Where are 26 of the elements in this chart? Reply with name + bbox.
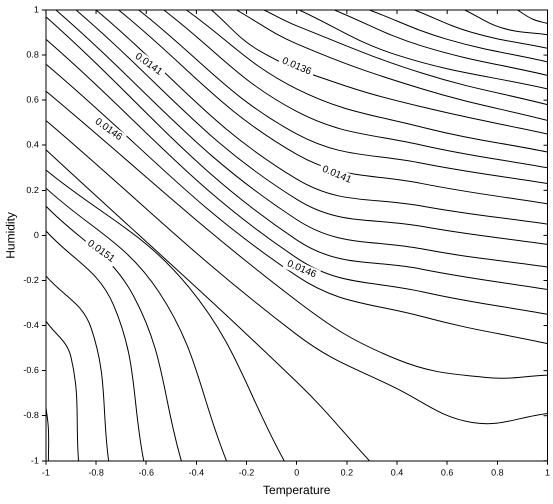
y-axis-title: Humidity	[4, 212, 18, 259]
y-tick-label: -0.2	[23, 274, 39, 285]
annotation: 0.0136	[280, 56, 314, 78]
y-tick-label: 0.2	[26, 184, 39, 195]
y-tick-label: 0.6	[26, 94, 39, 105]
x-axis-title: Temperature	[263, 483, 331, 498]
y-tick-label: -0.6	[23, 365, 39, 376]
x-tick-label: -0.4	[188, 468, 204, 478]
x-tick-label: -1	[42, 468, 50, 478]
y-tick-label: -0.4	[23, 320, 39, 330]
y-tick-label: -1	[30, 455, 39, 466]
x-tick-label: 0.8	[491, 468, 504, 478]
y-tick-label: 0.8	[26, 50, 39, 60]
y-tick-label: -0.8	[23, 410, 39, 420]
y-tick-label: 1	[34, 4, 39, 14]
x-tick-label: 0.2	[340, 468, 354, 478]
x-tick-label: -0.8	[88, 468, 104, 478]
x-tick-label: -0.6	[138, 468, 154, 478]
y-tick-label: 0.4	[26, 140, 39, 150]
x-tick-label: 0.6	[440, 468, 454, 478]
y-tick-label: 0	[34, 230, 39, 240]
annotation: 0.0146	[285, 258, 318, 281]
x-tick-label: 0	[294, 468, 300, 478]
x-tick-label: -0.2	[238, 468, 254, 478]
x-tick-label: 1	[544, 468, 550, 478]
x-tick-label: 0.4	[390, 468, 404, 478]
